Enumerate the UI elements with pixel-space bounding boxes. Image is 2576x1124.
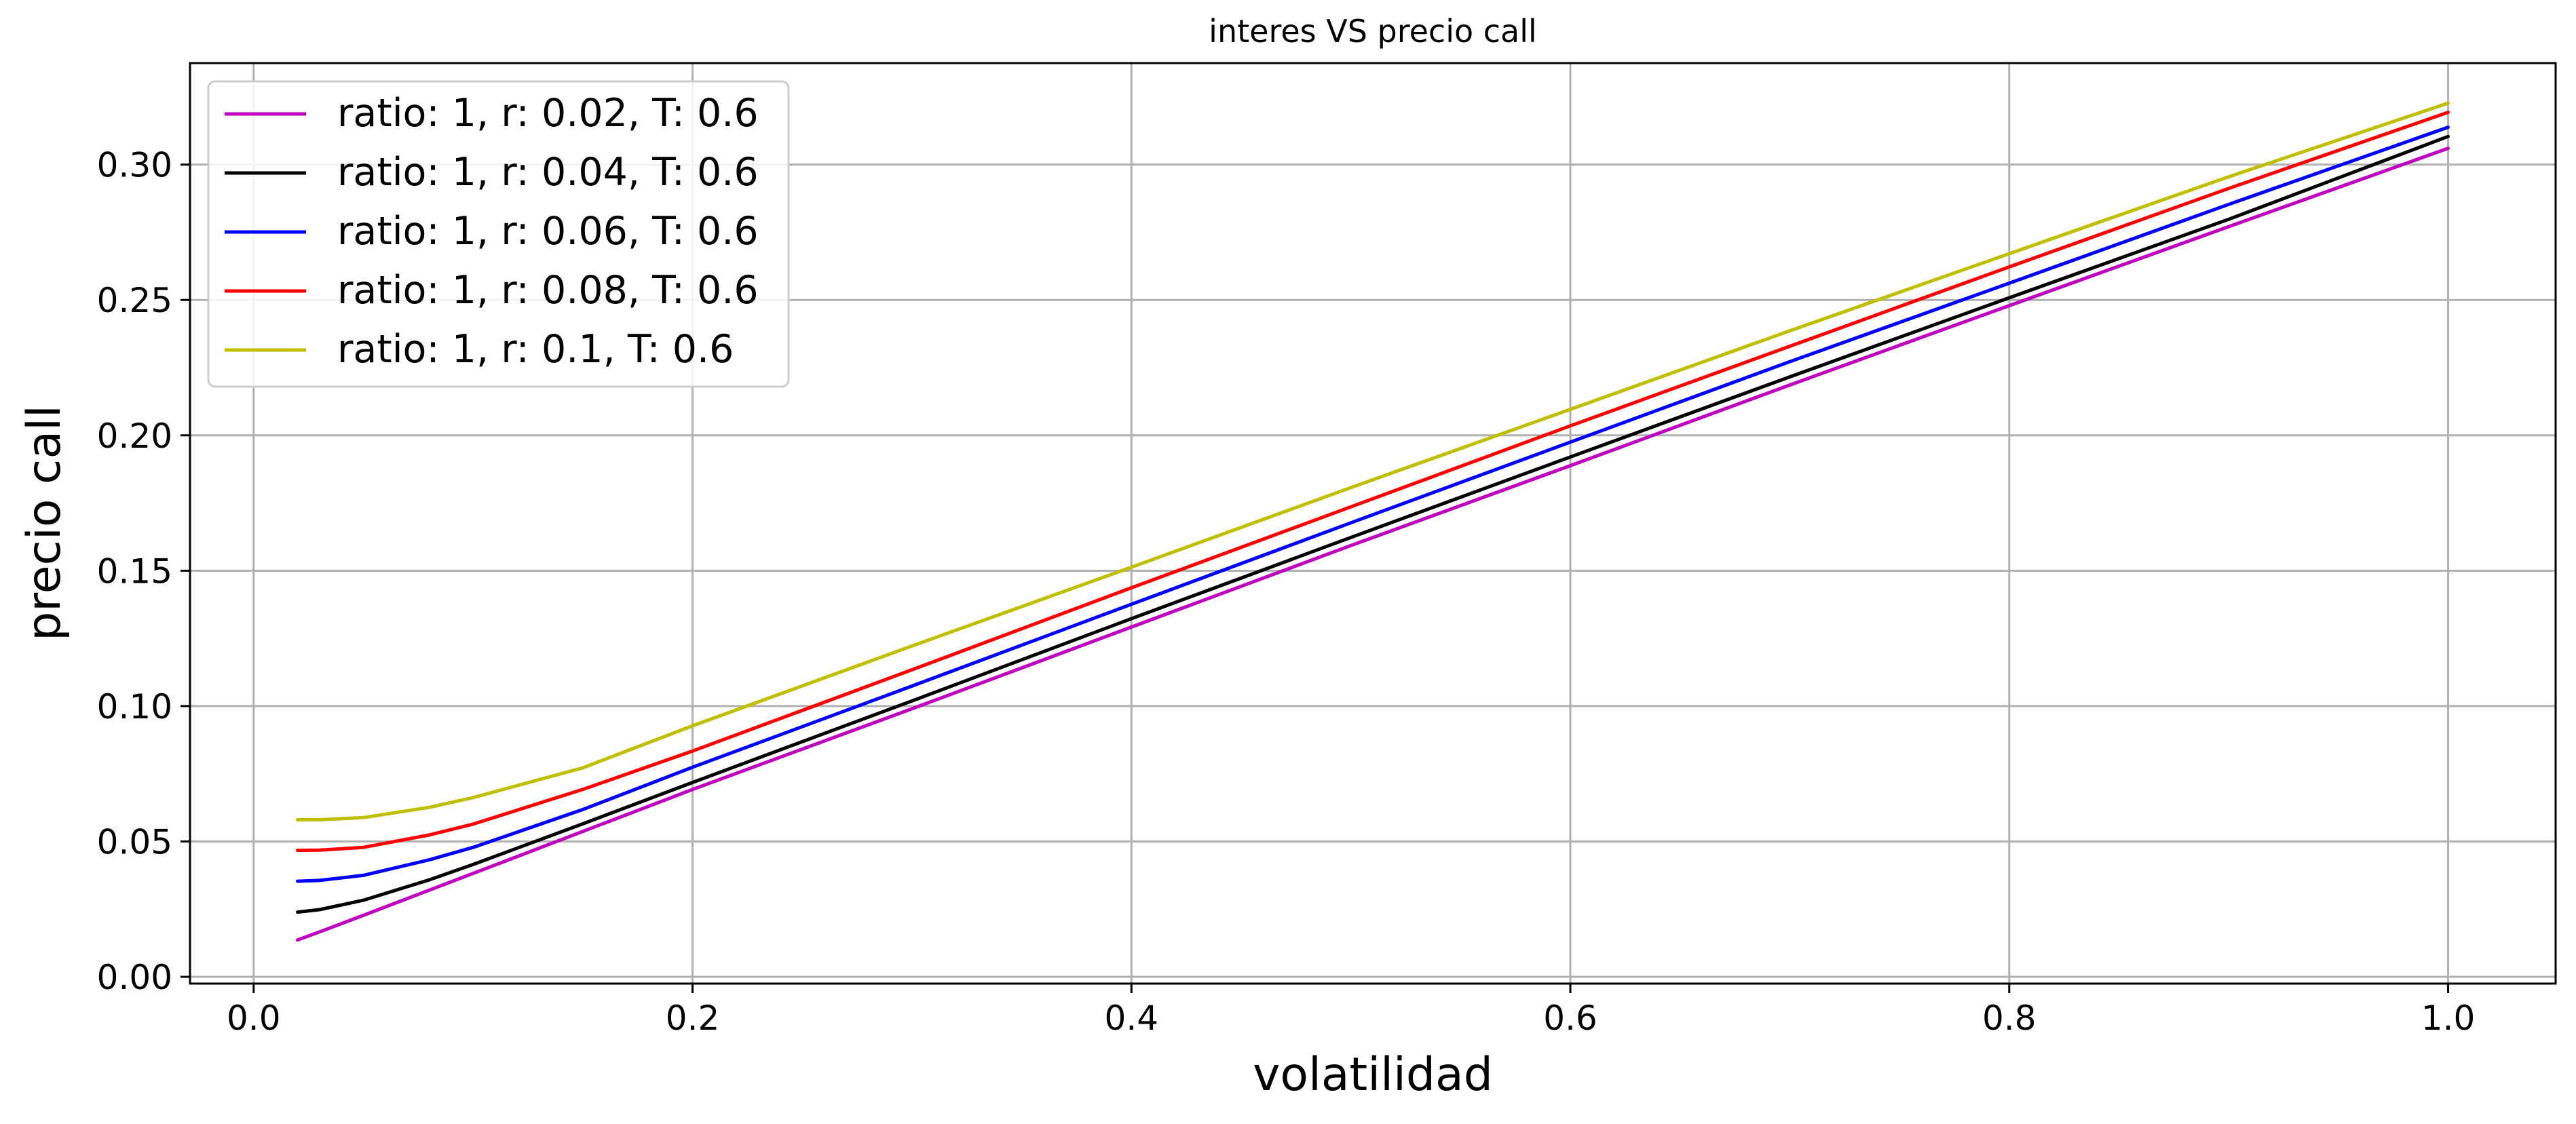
legend-label: ratio: 1, r: 0.02, T: 0.6	[337, 91, 759, 136]
legend-label: ratio: 1, r: 0.1, T: 0.6	[337, 327, 734, 372]
series-line	[296, 101, 2450, 821]
x-tick-label: 0.0	[227, 999, 281, 1038]
x-tick-label: 1.0	[2421, 999, 2476, 1038]
legend-label: ratio: 1, r: 0.04, T: 0.6	[337, 150, 759, 195]
series-line	[296, 125, 2450, 883]
series-line	[296, 111, 2450, 853]
y-tick-label: 0.30	[97, 146, 172, 185]
x-tick-label: 0.6	[1543, 999, 1597, 1038]
axis-ticks: 0.0 0.2 0.4 0.6 0.8 1.0 0.00 0.05 0.10 0.15 0.20 0.…	[97, 146, 2476, 1038]
series-line	[296, 134, 2450, 914]
y-axis-label: precio call	[18, 405, 71, 641]
series-lines	[296, 101, 2450, 942]
y-tick-label: 0.00	[97, 958, 172, 997]
y-tick-label: 0.25	[97, 281, 172, 320]
y-tick-label: 0.10	[97, 687, 172, 726]
x-tick-label: 0.4	[1105, 999, 1159, 1038]
plot-frame	[189, 62, 2557, 985]
y-tick-label: 0.15	[97, 551, 172, 591]
x-tick-label: 0.2	[666, 999, 720, 1038]
legend-box	[207, 80, 790, 388]
series-line	[296, 147, 2450, 942]
y-tick-label: 0.20	[97, 416, 172, 456]
y-tick-label: 0.05	[97, 822, 172, 861]
x-axis-label: volatilidad	[1253, 1048, 1493, 1102]
legend: ratio: 1, r: 0.02, T: 0.6 ratio: 1, r: 0.…	[207, 80, 790, 388]
x-tick-label: 0.8	[1982, 999, 2037, 1038]
legend-label: ratio: 1, r: 0.08, T: 0.6	[337, 268, 759, 313]
legend-label: ratio: 1, r: 0.06, T: 0.6	[337, 209, 759, 254]
chart-title: interes VS precio call	[1209, 13, 1537, 50]
